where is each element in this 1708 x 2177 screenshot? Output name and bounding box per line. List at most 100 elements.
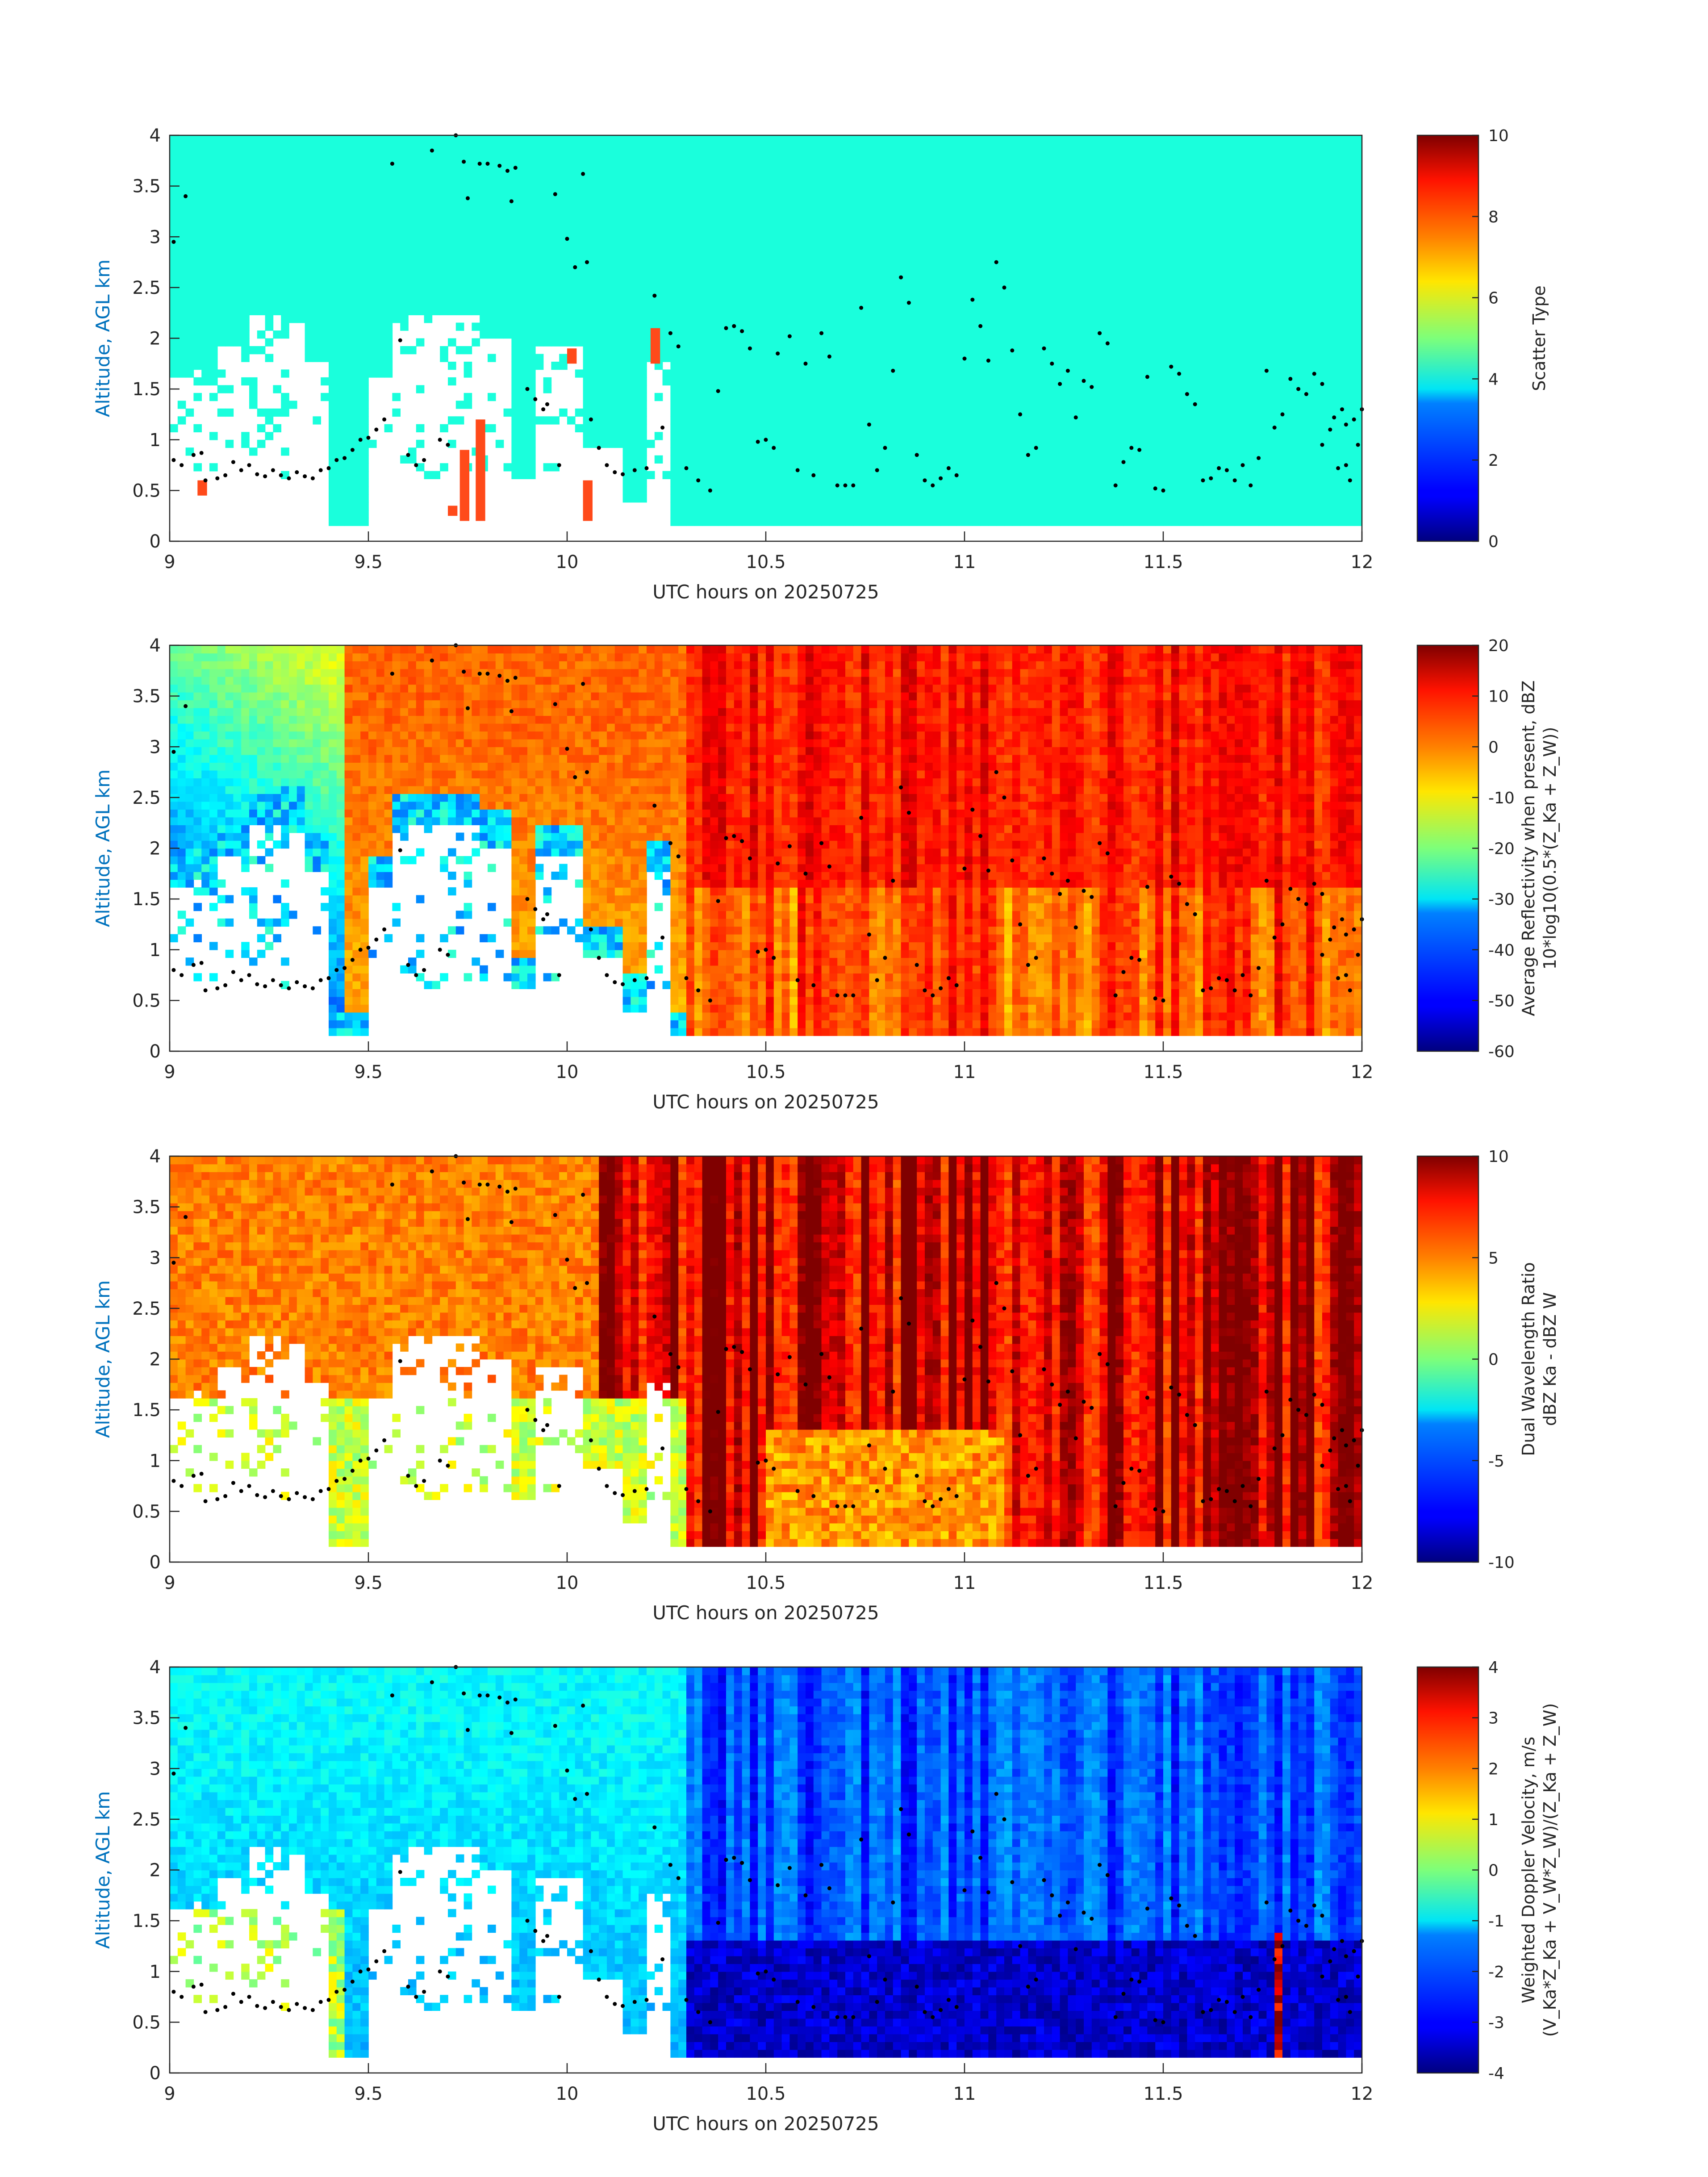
heatmap-cell (742, 463, 751, 471)
heatmap-cell (750, 276, 758, 284)
heatmap-cell (337, 292, 345, 300)
heatmap-cell (480, 190, 488, 198)
heatmap-cell (1076, 447, 1084, 455)
heatmap-cell (543, 221, 552, 229)
heatmap-cell (647, 151, 655, 159)
heatmap-cell (806, 377, 814, 385)
heatmap-cell (925, 174, 933, 182)
heatmap-cell (639, 292, 647, 300)
heatmap-cell (925, 455, 933, 464)
heatmap-cell (321, 354, 329, 362)
heatmap-cell (670, 323, 679, 331)
heatmap-cell (917, 393, 925, 401)
heatmap-cell (845, 174, 854, 182)
heatmap-cell (917, 151, 925, 159)
heatmap-cell (265, 252, 274, 260)
heatmap-cell (615, 237, 623, 245)
heatmap-cell (694, 284, 703, 292)
heatmap-cell (257, 221, 266, 229)
heatmap-cell (496, 190, 504, 198)
heatmap-cell (718, 135, 727, 143)
heatmap-cell (941, 167, 949, 175)
heatmap-cell (1068, 409, 1076, 417)
heatmap-cell (337, 182, 345, 190)
heatmap-cell (965, 471, 973, 479)
heatmap-cell (1036, 471, 1044, 479)
heatmap-cell (1115, 401, 1124, 409)
heatmap-cell (591, 260, 599, 268)
heatmap-cell (869, 518, 877, 526)
heatmap-cell (782, 362, 790, 370)
heatmap-cell (591, 377, 599, 385)
heatmap-cell (917, 213, 925, 221)
heatmap-cell (917, 299, 925, 307)
heatmap-cell (710, 198, 718, 206)
heatmap-cell (996, 174, 1005, 182)
heatmap-cell (400, 221, 409, 229)
heatmap-cell (734, 182, 743, 190)
heatmap-cell (472, 135, 480, 143)
heatmap-cell (170, 159, 178, 167)
heatmap-cell (869, 174, 877, 182)
heatmap-cell (360, 268, 369, 276)
heatmap-cell (956, 346, 965, 354)
heatmap-cell (710, 518, 718, 526)
heatmap-cell (774, 252, 782, 260)
heatmap-cell (360, 455, 369, 464)
heatmap-cell (321, 213, 329, 221)
heatmap-cell (670, 409, 679, 417)
heatmap-cell (504, 213, 512, 221)
heatmap-cell (480, 182, 488, 190)
heatmap-cell (607, 284, 615, 292)
heatmap-cell (456, 205, 464, 213)
heatmap-cell (742, 455, 751, 464)
heatmap-cell (933, 260, 941, 268)
heatmap-cell (1052, 299, 1061, 307)
heatmap-cell (607, 377, 615, 385)
heatmap-cell (1068, 471, 1076, 479)
heatmap-cell (424, 307, 433, 315)
heatmap-cell (814, 182, 822, 190)
heatmap-cell (806, 369, 814, 377)
heatmap-cell (694, 299, 703, 307)
heatmap-cell (1107, 174, 1116, 182)
heatmap-cell (933, 401, 941, 409)
heatmap-cell (806, 463, 814, 471)
heatmap-cell (814, 229, 822, 237)
heatmap-cell (822, 487, 830, 495)
heatmap-cell (257, 346, 266, 354)
heatmap-cell (829, 307, 838, 315)
heatmap-cell (424, 190, 433, 198)
heatmap-cell (607, 354, 615, 362)
heatmap-cell (798, 323, 806, 331)
heatmap-cell (1028, 369, 1036, 377)
heatmap-cell (694, 245, 703, 253)
heatmap-cell (345, 346, 353, 354)
heatmap-cell (1060, 447, 1069, 455)
heatmap-cell (583, 245, 592, 253)
heatmap-cell (631, 323, 639, 331)
heatmap-cell (766, 245, 774, 253)
heatmap-cell (1020, 221, 1029, 229)
heatmap-cell (1020, 229, 1029, 237)
heatmap-cell (750, 330, 758, 338)
heatmap-cell (1020, 205, 1029, 213)
heatmap-cell (893, 167, 902, 175)
heatmap-cell (551, 268, 560, 276)
heatmap-cell (567, 159, 576, 167)
heatmap-cell (845, 424, 854, 432)
heatmap-cell (321, 167, 329, 175)
heatmap-cell (877, 362, 885, 370)
heatmap-cell (1012, 182, 1021, 190)
heatmap-cell (186, 260, 194, 268)
heatmap-cell (877, 198, 885, 206)
heatmap-cell (981, 416, 989, 424)
heatmap-cell (678, 401, 687, 409)
heatmap-cell (1100, 479, 1108, 487)
heatmap-cell (877, 205, 885, 213)
heatmap-cell (774, 409, 782, 417)
heatmap-cell (511, 424, 520, 432)
heatmap-cell (1004, 229, 1013, 237)
heatmap-cell (289, 221, 297, 229)
heatmap-cell (782, 268, 790, 276)
